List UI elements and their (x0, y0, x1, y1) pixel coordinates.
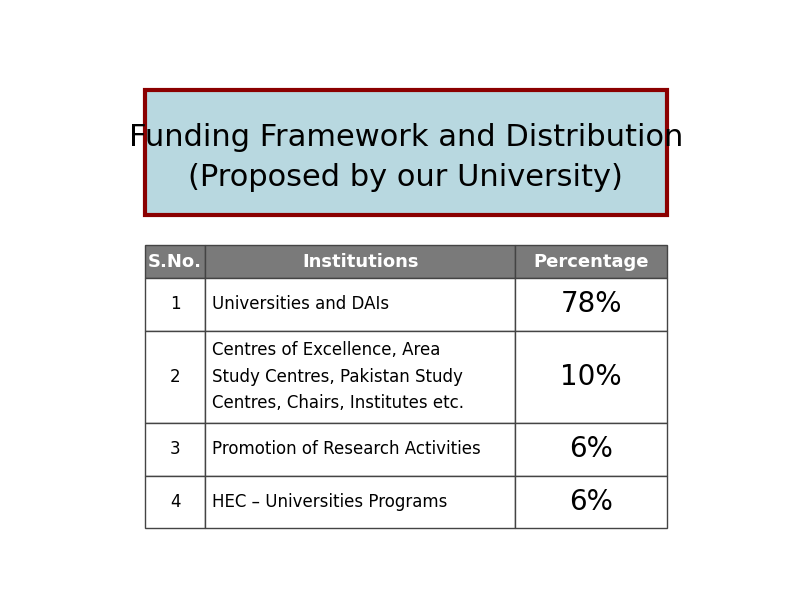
Text: Institutions: Institutions (302, 253, 418, 271)
Bar (516, 330, 667, 423)
Bar (145, 476, 205, 528)
Bar (145, 423, 205, 476)
Text: 1: 1 (169, 296, 181, 313)
Bar (516, 423, 667, 476)
Text: 3: 3 (169, 440, 181, 458)
Text: 10%: 10% (560, 363, 622, 390)
Text: 6%: 6% (569, 488, 613, 516)
Text: 78%: 78% (561, 290, 622, 318)
Bar (205, 330, 516, 423)
Bar (205, 245, 516, 278)
Bar (205, 476, 516, 528)
Text: (Proposed by our University): (Proposed by our University) (188, 163, 623, 192)
Text: Universities and DAIs: Universities and DAIs (212, 296, 390, 313)
Text: Centres of Excellence, Area
Study Centres, Pakistan Study
Centres, Chairs, Insti: Centres of Excellence, Area Study Centre… (212, 341, 464, 412)
Text: S.No.: S.No. (148, 253, 202, 271)
Bar (205, 423, 516, 476)
Bar (516, 245, 667, 278)
Text: Percentage: Percentage (533, 253, 649, 271)
Text: 2: 2 (169, 368, 181, 386)
Bar (516, 278, 667, 330)
Bar (145, 90, 667, 215)
Bar (145, 330, 205, 423)
Bar (145, 278, 205, 330)
Text: Promotion of Research Activities: Promotion of Research Activities (212, 440, 482, 458)
Bar (145, 245, 205, 278)
Text: Funding Framework and Distribution: Funding Framework and Distribution (129, 123, 683, 152)
Text: HEC – Universities Programs: HEC – Universities Programs (212, 493, 447, 511)
Bar (516, 476, 667, 528)
Text: 4: 4 (169, 493, 181, 511)
Bar (205, 278, 516, 330)
Text: 6%: 6% (569, 435, 613, 463)
